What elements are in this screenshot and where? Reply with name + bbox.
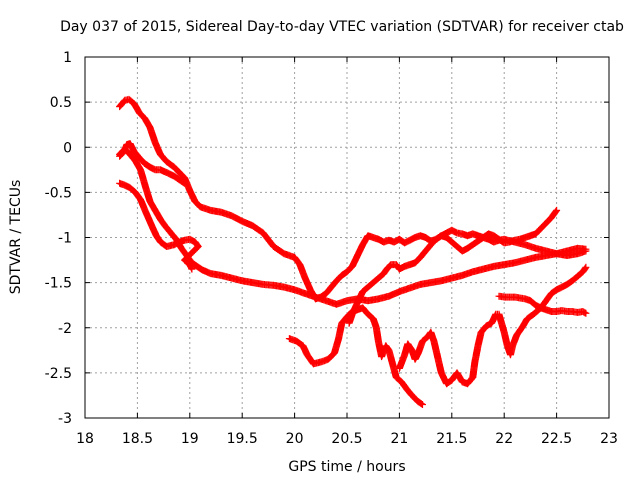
axis-ticks: 18 18.5 19 19.5 20 20.5 21 21.5 22 22.5 23 1 0.5 0 -0.… [45, 50, 618, 447]
x-tick-label: 22.5 [541, 431, 572, 447]
x-tick-label: 23 [600, 431, 618, 447]
data-point-marker [581, 264, 589, 272]
series-arc-5 [285, 304, 426, 408]
data-point-marker [419, 401, 426, 408]
x-tick-label: 18.5 [122, 431, 153, 447]
y-tick-label: -1.5 [45, 276, 72, 292]
data-point-marker [582, 247, 590, 255]
y-tick-label: -0.5 [45, 185, 72, 201]
x-tick-label: 20.5 [331, 431, 362, 447]
x-tick-label: 18 [76, 431, 94, 447]
y-tick-label: -1 [58, 231, 72, 247]
x-axis-label: GPS time / hours [288, 459, 405, 475]
data-point-marker [582, 309, 590, 317]
y-tick-label: 0 [63, 140, 72, 156]
series-arc-8 [495, 292, 590, 317]
data-markers [116, 95, 590, 408]
x-tick-label: 21.5 [436, 431, 467, 447]
y-tick-label: -3 [58, 411, 72, 427]
x-tick-label: 19 [181, 431, 199, 447]
series-arc-1 [116, 95, 561, 303]
data-point-marker [188, 265, 196, 273]
y-tick-label: 1 [63, 50, 72, 66]
data-point-marker [582, 263, 590, 271]
x-tick-label: 21 [390, 431, 408, 447]
y-tick-label: -2.5 [45, 366, 72, 382]
x-tick-label: 22 [495, 431, 513, 447]
data-point-marker [417, 400, 425, 408]
data-point-marker [553, 206, 561, 214]
series-arc-7 [395, 263, 590, 388]
data-point-marker [552, 207, 560, 215]
x-tick-label: 19.5 [227, 431, 258, 447]
series-arc-6 [345, 232, 590, 327]
y-tick-label: 0.5 [50, 95, 72, 111]
y-axis-label: SDTVAR / TECUs [8, 180, 24, 295]
data-point-marker [181, 179, 189, 187]
y-tick-label: -2 [58, 321, 72, 337]
x-tick-label: 20 [286, 431, 304, 447]
series-arc-4 [116, 179, 202, 273]
chart-title: Day 037 of 2015, Sidereal Day-to-day VTE… [60, 19, 624, 35]
series-arc-3 [116, 145, 590, 308]
